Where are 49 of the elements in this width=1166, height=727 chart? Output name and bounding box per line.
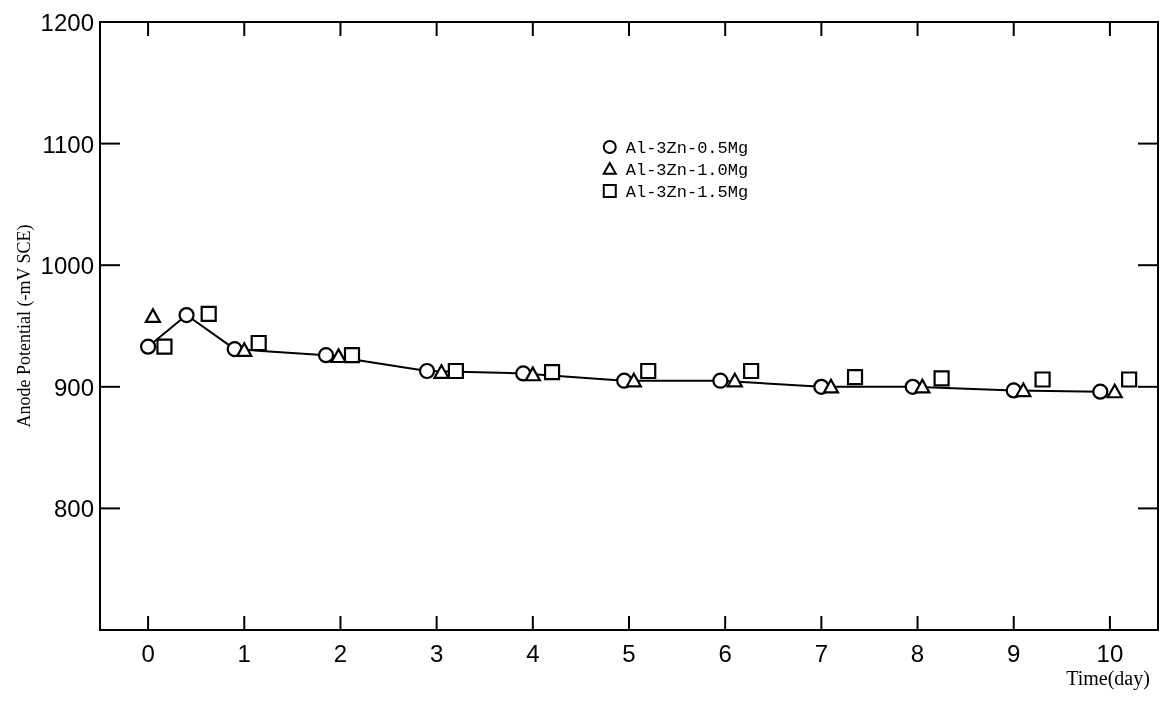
point: [543, 364, 561, 381]
x-tick-label: 1: [237, 640, 251, 667]
x-tick-label: 8: [910, 640, 925, 667]
point: [156, 338, 173, 355]
y-tick-label: 800: [53, 495, 94, 523]
x-tick-label: 9: [1007, 640, 1021, 667]
point: [418, 362, 436, 380]
point: [625, 372, 642, 388]
legend-label: Al-3Zn-1.0Mg: [625, 161, 749, 180]
point: [524, 366, 541, 382]
x-tick-label: 3: [429, 640, 444, 667]
point: [1106, 383, 1123, 399]
x-axis-title: Time(day): [1066, 667, 1150, 690]
point: [433, 364, 450, 379]
point: [640, 362, 657, 380]
point: [822, 378, 840, 394]
x-tick-label: 0: [141, 640, 155, 667]
x-tick-label: 7: [814, 640, 829, 667]
point: [846, 368, 864, 386]
legend-label: Al-3Zn-1.5Mg: [625, 183, 749, 202]
point: [1034, 371, 1051, 388]
y-tick-label: 1200: [40, 9, 94, 36]
point: [317, 347, 335, 364]
x-tick-label: 5: [622, 640, 636, 667]
x-tick-label: 2: [333, 640, 348, 667]
point: [712, 372, 729, 389]
point: [139, 338, 157, 355]
x-tick-label: 4: [526, 640, 540, 667]
point: [933, 370, 950, 387]
point: [236, 342, 253, 358]
point: [447, 362, 464, 380]
y-tick-label: 1000: [40, 252, 94, 280]
point: [200, 305, 217, 322]
y-tick-label: 900: [53, 373, 94, 401]
y-tick-label: 1100: [42, 130, 94, 158]
point: [726, 372, 743, 388]
x-tick-label: 6: [718, 640, 732, 667]
point: [250, 334, 267, 352]
point: [343, 347, 361, 364]
point: [178, 306, 195, 324]
point: [914, 378, 931, 394]
point: [1092, 383, 1109, 400]
point: [1121, 371, 1138, 388]
y-axis-title: Anode Potential (-mV SCE): [14, 224, 35, 428]
point: [1015, 382, 1032, 398]
x-tick-label: 10: [1096, 640, 1124, 667]
legend-label: Al-3Zn-0.5Mg: [625, 139, 749, 158]
point: [743, 362, 760, 380]
point: [144, 308, 161, 323]
